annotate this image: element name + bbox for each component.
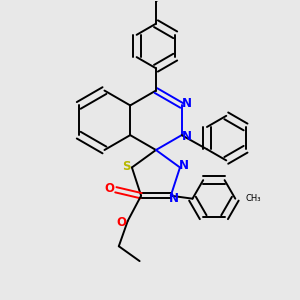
Text: N: N — [169, 192, 179, 205]
Text: N: N — [182, 97, 192, 110]
Text: O: O — [104, 182, 114, 195]
Text: S: S — [122, 160, 131, 173]
Text: O: O — [117, 216, 127, 229]
Text: N: N — [178, 159, 188, 172]
Text: CH₃: CH₃ — [246, 194, 261, 203]
Text: N: N — [182, 130, 192, 143]
